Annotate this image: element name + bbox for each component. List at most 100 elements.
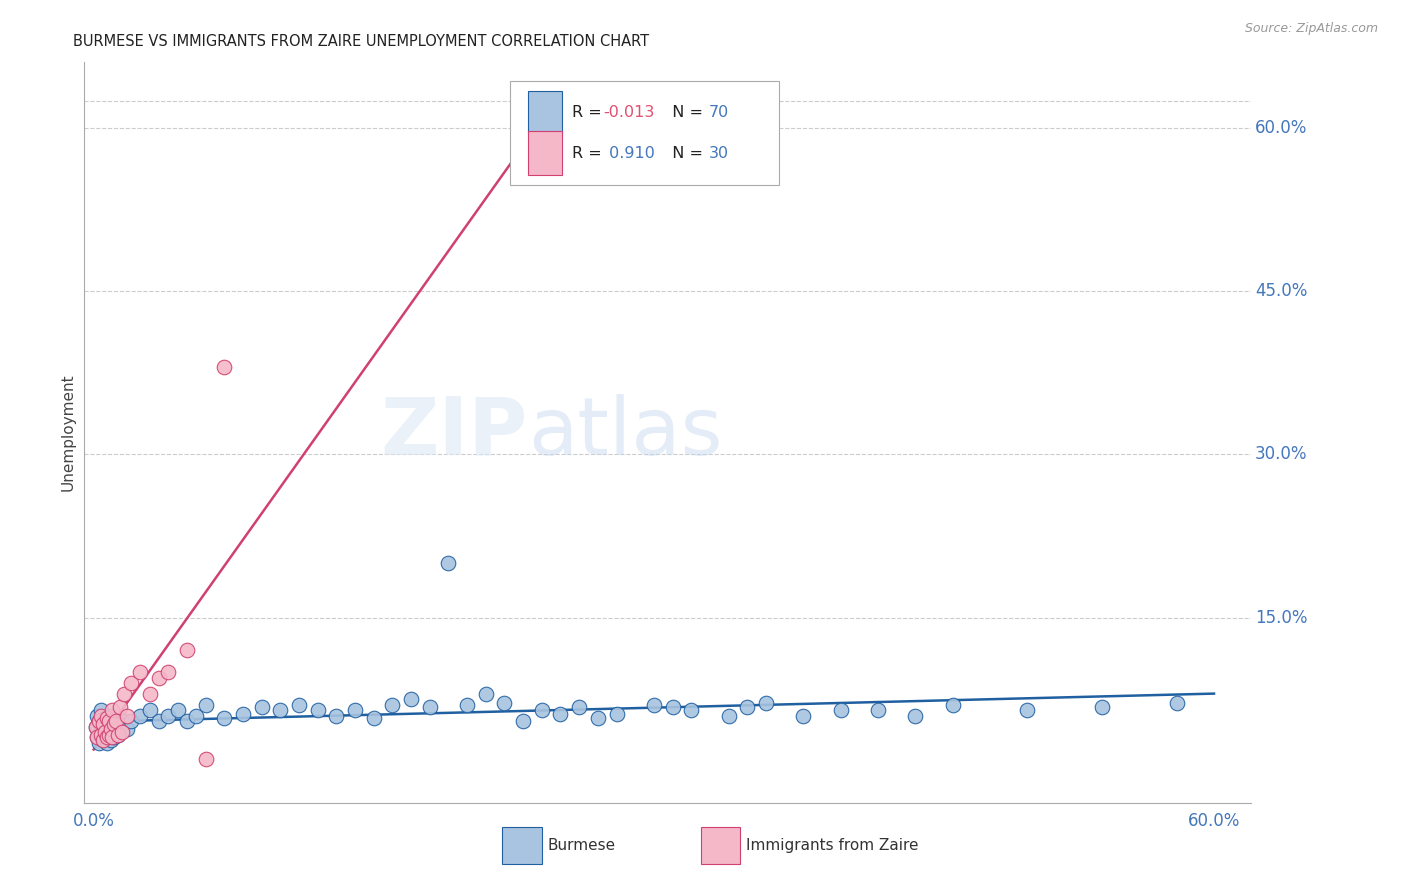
Point: [568, 700, 591, 714]
Point: [89, 714, 111, 728]
Point: [166, 703, 188, 717]
Point: [419, 700, 441, 714]
Point: [512, 714, 534, 728]
Text: 70: 70: [709, 104, 728, 120]
Point: [550, 706, 572, 721]
Point: [120, 714, 142, 728]
Point: [456, 698, 478, 712]
Point: [101, 725, 124, 739]
Text: Immigrants from Zaire: Immigrants from Zaire: [747, 838, 918, 854]
Text: N =: N =: [662, 146, 709, 161]
Text: 30: 30: [709, 146, 728, 161]
Point: [325, 708, 347, 723]
Point: [363, 711, 385, 725]
Point: [97, 728, 120, 742]
Point: [138, 687, 160, 701]
FancyBboxPatch shape: [527, 91, 561, 135]
Point: [90, 708, 112, 723]
Point: [91, 732, 114, 747]
Point: [101, 703, 124, 717]
Point: [89, 736, 111, 750]
Point: [792, 708, 814, 723]
Point: [942, 698, 965, 712]
Point: [288, 698, 311, 712]
Point: [107, 728, 129, 742]
Point: [89, 714, 111, 728]
Point: [176, 643, 198, 657]
Point: [91, 717, 114, 731]
Point: [91, 717, 114, 731]
Point: [90, 728, 112, 742]
Point: [214, 711, 236, 725]
Point: [755, 696, 778, 710]
Text: 0.910: 0.910: [603, 146, 655, 161]
Point: [475, 687, 498, 701]
Point: [96, 711, 118, 725]
Point: [904, 708, 927, 723]
Point: [1017, 703, 1039, 717]
Point: [643, 698, 665, 712]
FancyBboxPatch shape: [510, 81, 779, 185]
Point: [117, 722, 139, 736]
Point: [681, 703, 703, 717]
Point: [381, 698, 404, 712]
Point: [605, 706, 627, 721]
Point: [157, 708, 180, 723]
Point: [176, 714, 198, 728]
Point: [186, 708, 208, 723]
Text: atlas: atlas: [527, 393, 723, 472]
Point: [86, 731, 108, 745]
Point: [94, 711, 117, 725]
Point: [91, 732, 114, 747]
Point: [148, 714, 170, 728]
Text: BURMESE VS IMMIGRANTS FROM ZAIRE UNEMPLOYMENT CORRELATION CHART: BURMESE VS IMMIGRANTS FROM ZAIRE UNEMPLO…: [73, 34, 648, 49]
Point: [100, 732, 122, 747]
Point: [90, 725, 112, 739]
Y-axis label: Unemployment: Unemployment: [60, 374, 76, 491]
Point: [148, 671, 170, 685]
Point: [194, 752, 217, 766]
Text: 60.0%: 60.0%: [1256, 119, 1308, 136]
Point: [129, 708, 152, 723]
Point: [138, 703, 160, 717]
FancyBboxPatch shape: [700, 827, 740, 863]
Text: 60.0%: 60.0%: [1188, 812, 1240, 830]
Point: [84, 720, 107, 734]
Point: [117, 708, 139, 723]
Point: [94, 725, 117, 739]
Point: [830, 703, 852, 717]
Point: [101, 708, 124, 723]
Point: [530, 703, 553, 717]
Point: [437, 556, 460, 570]
Text: 30.0%: 30.0%: [1256, 445, 1308, 464]
Point: [661, 700, 683, 714]
Point: [399, 692, 422, 706]
Point: [112, 687, 135, 701]
Point: [105, 722, 128, 736]
Point: [94, 728, 117, 742]
Point: [97, 728, 120, 742]
Point: [1166, 696, 1188, 710]
Point: [100, 722, 122, 736]
Point: [735, 700, 758, 714]
Text: R =: R =: [572, 146, 607, 161]
Text: N =: N =: [662, 104, 709, 120]
Point: [214, 360, 236, 375]
Point: [129, 665, 152, 680]
Text: Burmese: Burmese: [548, 838, 616, 854]
Point: [111, 725, 134, 739]
Point: [101, 731, 124, 745]
Text: 15.0%: 15.0%: [1256, 608, 1308, 627]
Point: [194, 698, 217, 712]
Point: [96, 722, 118, 736]
Text: Source: ZipAtlas.com: Source: ZipAtlas.com: [1244, 22, 1378, 36]
Point: [232, 706, 254, 721]
FancyBboxPatch shape: [527, 131, 561, 175]
Point: [96, 736, 118, 750]
Point: [103, 717, 125, 731]
Text: ZIP: ZIP: [381, 393, 527, 472]
Point: [84, 720, 107, 734]
Point: [307, 703, 329, 717]
Point: [97, 714, 120, 728]
Point: [97, 714, 120, 728]
